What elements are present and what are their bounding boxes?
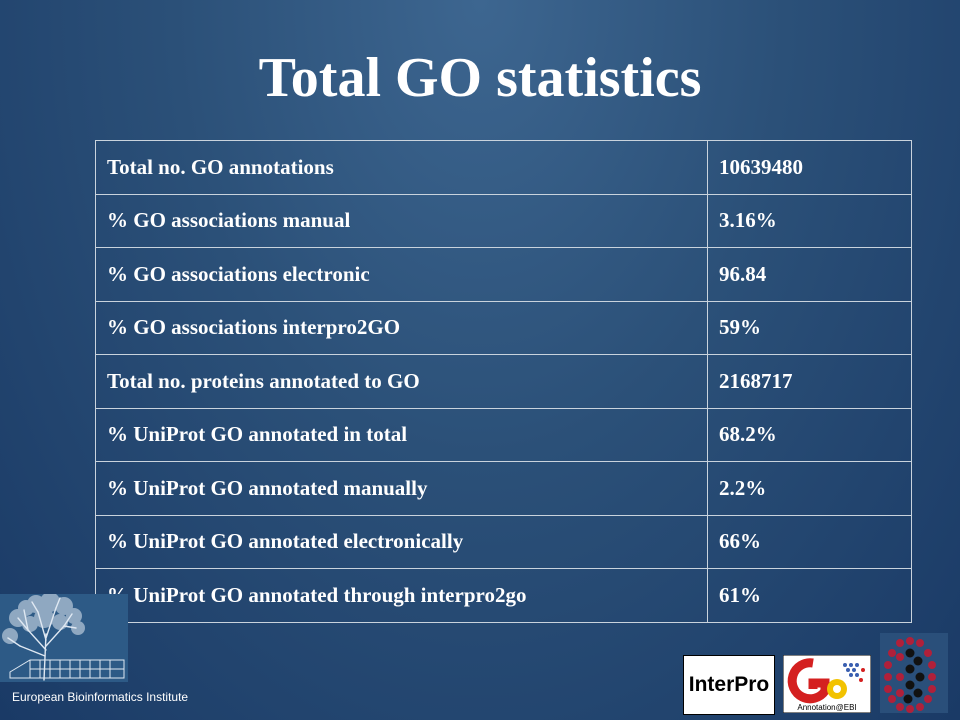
hexagon-dots-icon [880, 633, 948, 713]
institute-footer: European Bioinformatics Institute [12, 690, 189, 704]
go-logo-icon: Annotation@EBI [783, 655, 871, 713]
table-row: % GO associations manual 3.16% [95, 193, 912, 248]
interpro-logo: InterPro [683, 655, 775, 715]
row-label: Total no. GO annotations [95, 140, 708, 195]
table-row: % GO associations interpro2GO 59% [95, 300, 912, 355]
row-value: 68.2% [707, 407, 912, 462]
go-logo-caption: Annotation@EBI [797, 703, 856, 712]
table-row: % UniProt GO annotated manually 2.2% [95, 461, 912, 516]
row-label: Total no. proteins annotated to GO [95, 354, 708, 409]
row-value: 96.84 [707, 247, 912, 302]
row-value: 2168717 [707, 354, 912, 409]
row-label: % UniProt GO annotated in total [95, 407, 708, 462]
row-label: % UniProt GO annotated electronically [95, 514, 708, 569]
row-label: % GO associations interpro2GO [95, 300, 708, 355]
table-row: Total no. proteins annotated to GO 21687… [95, 354, 912, 409]
row-value: 3.16% [707, 193, 912, 248]
row-label: % GO associations electronic [95, 247, 708, 302]
slide-title: Total GO statistics [258, 47, 702, 109]
table-row: % UniProt GO annotated through interpro2… [95, 568, 912, 623]
row-label: % UniProt GO annotated manually [95, 461, 708, 516]
interpro-logo-text: InterPro [688, 673, 770, 696]
table-row: % UniProt GO annotated in total 68.2% [95, 407, 912, 462]
table-row: % GO associations electronic 96.84 [95, 247, 912, 302]
table-row: Total no. GO annotations 10639480 [95, 140, 912, 195]
row-value: 61% [707, 568, 912, 623]
row-label: % UniProt GO annotated through interpro2… [95, 568, 708, 623]
statistics-table: Total no. GO annotations 10639480 % GO a… [95, 140, 912, 623]
row-value: 66% [707, 514, 912, 569]
table-row: % UniProt GO annotated electronically 66… [95, 514, 912, 569]
row-value: 10639480 [707, 140, 912, 195]
row-value: 59% [707, 300, 912, 355]
tree-building-icon [0, 594, 128, 682]
row-label: % GO associations manual [95, 193, 708, 248]
row-value: 2.2% [707, 461, 912, 516]
